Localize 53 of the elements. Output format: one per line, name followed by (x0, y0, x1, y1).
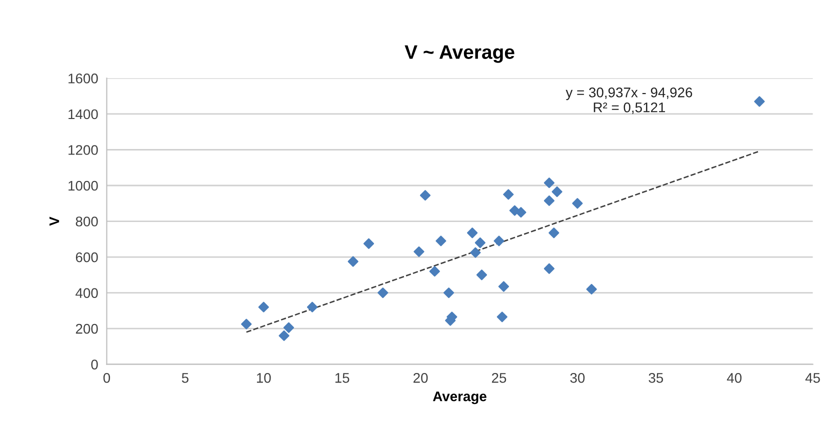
point (470, 247, 481, 258)
point (572, 198, 583, 209)
point (443, 287, 454, 298)
point (420, 190, 431, 201)
point (754, 96, 765, 107)
point (258, 302, 269, 312)
point (544, 195, 554, 206)
y-axis-title: V (50, 216, 60, 226)
y-tick-label: 400 (76, 288, 98, 298)
point (467, 228, 478, 238)
point (474, 237, 486, 248)
point (548, 228, 560, 238)
annotation: y = 30,937x - 94,926 R² = 0,5121 (566, 88, 692, 114)
x-tick-label: 20 (414, 373, 428, 383)
point (498, 281, 509, 292)
point (278, 330, 290, 341)
x-tick-label: 10 (256, 373, 271, 383)
x-tick-label: 15 (335, 373, 350, 383)
x-tick-label: 5 (182, 373, 188, 383)
point (516, 207, 526, 218)
y-tick-label: 200 (76, 324, 98, 334)
y-tick-label: 600 (76, 252, 98, 262)
y-tick-label: 1400 (68, 109, 98, 120)
chart-title: V ~ Average (404, 45, 514, 63)
x-tick-label: 35 (648, 373, 664, 383)
point (283, 322, 294, 333)
x-axis-title: Average (432, 392, 486, 404)
y-tick-label: 800 (76, 216, 98, 226)
point (348, 256, 358, 267)
point (494, 236, 504, 246)
point (544, 263, 554, 274)
point (586, 284, 597, 295)
point (436, 236, 446, 246)
point (414, 246, 424, 257)
point (552, 186, 562, 198)
point (544, 178, 554, 188)
point (476, 270, 488, 280)
x-tick-label: 45 (805, 373, 820, 383)
point (306, 302, 318, 312)
point (378, 287, 388, 298)
x-tick-label: 0 (103, 373, 110, 383)
y-tick-label: 1200 (68, 145, 98, 155)
y-tick-label: 1000 (68, 180, 98, 191)
point (429, 266, 440, 277)
y-tick-label: 0 (91, 360, 98, 370)
x-tick-label: 25 (492, 373, 506, 383)
point (241, 318, 252, 330)
point (503, 189, 514, 200)
y-tick-label: 1600 (68, 74, 98, 84)
x-tick-label: 30 (570, 373, 585, 383)
x-tick-label: 40 (726, 373, 742, 383)
point (496, 312, 508, 322)
point (363, 238, 374, 249)
